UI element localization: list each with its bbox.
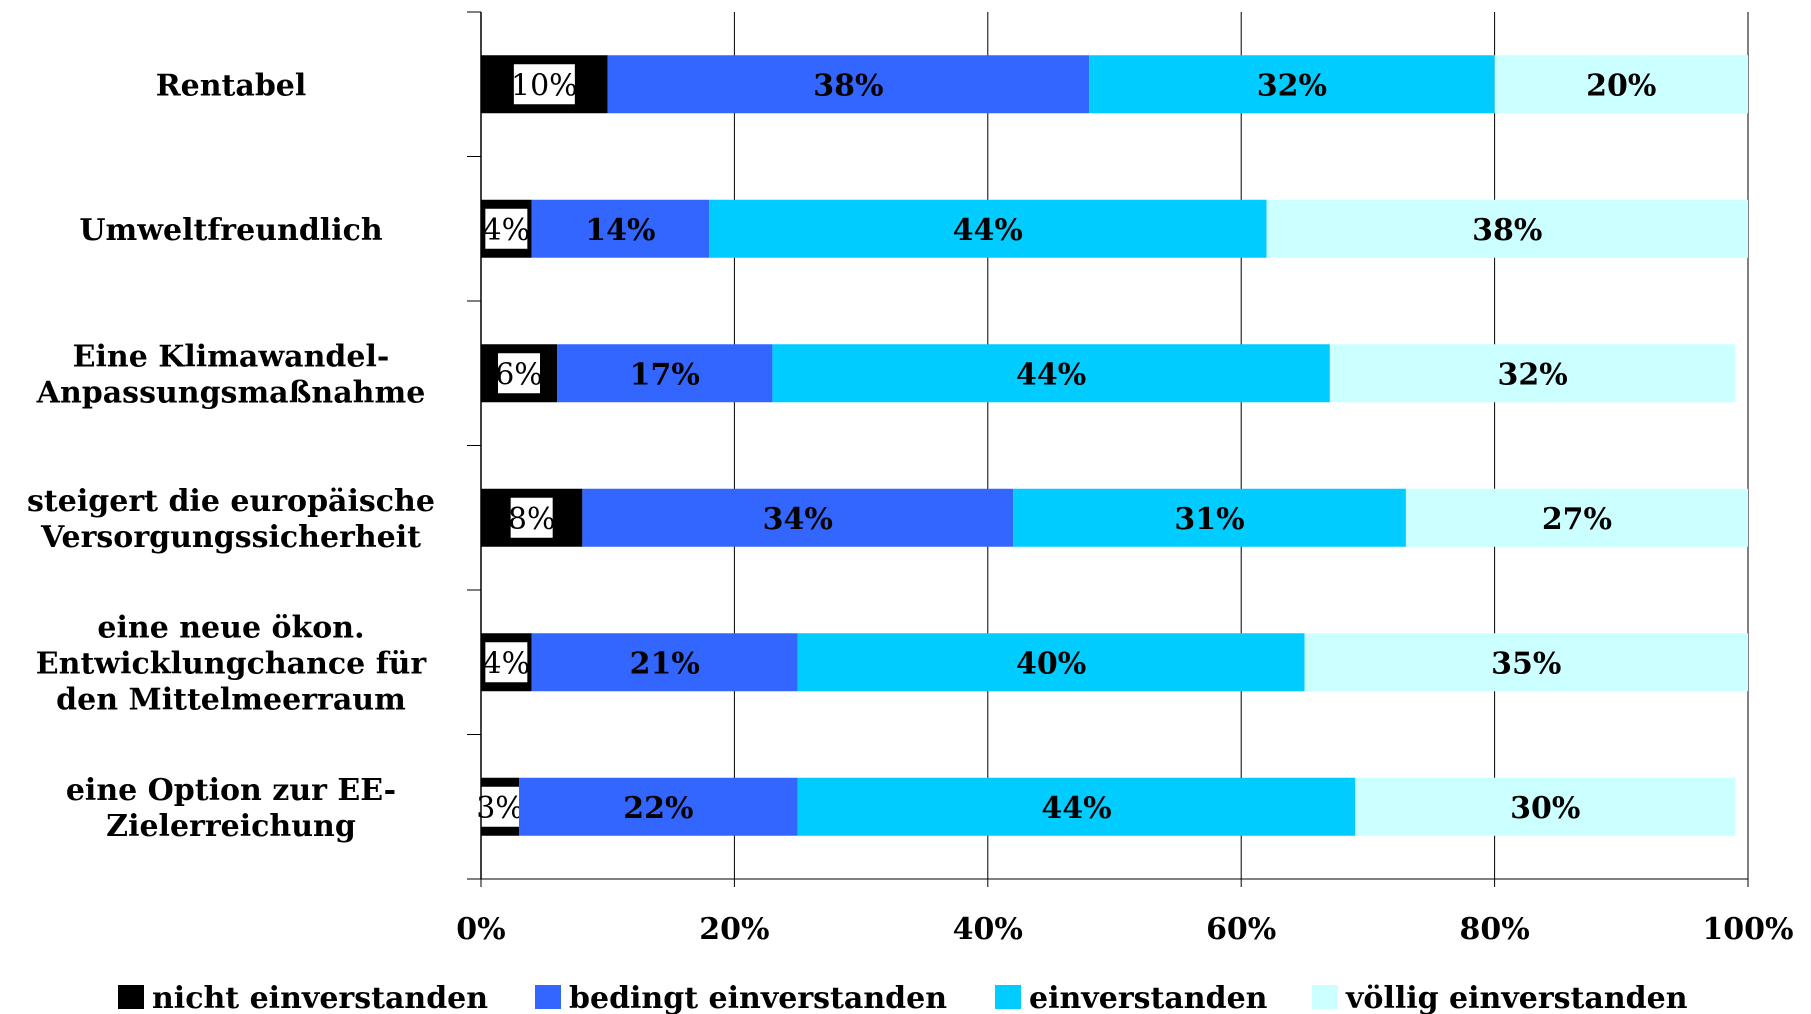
bar-segment: [1355, 777, 1736, 836]
bar-segments: 10% 38% 32% 20% 4% 14% 44% 38% 6% 17% 44% 32% 8% 34% 3…: [476, 55, 1748, 836]
data-label: 44%: [953, 213, 1023, 248]
data-label-box: [513, 64, 575, 105]
data-label: 3%: [476, 791, 524, 826]
bar-segment: [1494, 55, 1748, 114]
x-tick-label: 100%: [1702, 912, 1793, 947]
legend-swatch: [1312, 985, 1338, 1009]
x-tick-label: 60%: [1206, 912, 1276, 947]
category-label: steigert die europäische Versorgungssiche…: [27, 484, 435, 555]
bar-segment: [772, 344, 1330, 403]
x-tick-label: 80%: [1459, 912, 1529, 947]
data-label: 21%: [630, 646, 700, 681]
legend-swatch: [535, 985, 561, 1009]
legend-swatch: [118, 985, 144, 1009]
data-label-box: [510, 497, 553, 538]
bar-segment: [1266, 199, 1748, 258]
data-label: 38%: [813, 68, 883, 103]
category-label: Rentabel: [156, 68, 307, 103]
bar-segment: [582, 488, 1014, 547]
legend-label: bedingt einverstanden: [569, 981, 947, 1014]
legend-label: nicht einverstanden: [152, 981, 488, 1014]
x-tick-label: 0%: [456, 912, 505, 947]
data-label-box: [498, 353, 541, 394]
data-label: 32%: [1497, 357, 1567, 392]
data-label-box: [485, 208, 528, 249]
data-label: 4%: [483, 213, 531, 248]
data-label: 17%: [630, 357, 700, 392]
data-label: 14%: [585, 213, 655, 248]
gridlines: [733, 12, 1749, 879]
category-labels: Rentabel Umweltfreundlich Eine Klimawandel…: [27, 68, 435, 844]
x-tick-labels: 0% 20% 40% 60% 80% 100%: [456, 912, 1793, 947]
data-label-box: [485, 642, 528, 683]
bar-segment: [1304, 633, 1748, 692]
bar-segment: [797, 633, 1305, 692]
bar-segment: [519, 777, 798, 836]
x-tick-label: 20%: [699, 912, 769, 947]
bar-segment: [1013, 488, 1406, 547]
data-label: 40%: [1016, 646, 1086, 681]
data-label: 27%: [1542, 502, 1612, 537]
data-label: 10%: [511, 68, 578, 103]
legend-label: völlig einverstanden: [1345, 981, 1688, 1014]
data-label: 44%: [1016, 357, 1086, 392]
bar-segment: [709, 199, 1267, 258]
legend: nicht einverstanden bedingt einverstanden…: [118, 981, 1688, 1014]
category-label: Umweltfreundlich: [79, 213, 383, 248]
data-label-box: [479, 786, 522, 827]
data-label: 6%: [495, 357, 543, 392]
data-label: 4%: [483, 646, 531, 681]
category-label: eine neue ökon. Entwicklungchance für den …: [36, 610, 428, 717]
legend-swatch: [995, 985, 1021, 1009]
data-label: 8%: [508, 502, 556, 537]
bar-segment: [1329, 344, 1736, 403]
data-label: 44%: [1041, 791, 1111, 826]
x-tick-label: 40%: [953, 912, 1023, 947]
category-label: eine Option zur EE-Zielerreichung: [66, 773, 396, 844]
bar-segment: [557, 344, 773, 403]
axes: [467, 11, 1749, 887]
data-label: 22%: [623, 791, 693, 826]
data-label: 30%: [1510, 791, 1580, 826]
bar-segment: [531, 199, 710, 258]
data-label: 20%: [1586, 68, 1656, 103]
bar-segment: [797, 777, 1356, 836]
bar-segment: [1405, 488, 1748, 547]
bar-segment: [1089, 55, 1495, 114]
category-label: Eine Klimawandel-Anpassungsmaßnahme: [36, 339, 426, 410]
legend-label: einverstanden: [1029, 981, 1268, 1014]
data-label: 34%: [763, 502, 833, 537]
bar-segment: [607, 55, 1090, 114]
data-label: 35%: [1491, 646, 1561, 681]
bar-segment: [531, 633, 798, 692]
data-label: 38%: [1472, 213, 1542, 248]
data-label: 32%: [1257, 68, 1327, 103]
data-label: 31%: [1174, 502, 1244, 537]
